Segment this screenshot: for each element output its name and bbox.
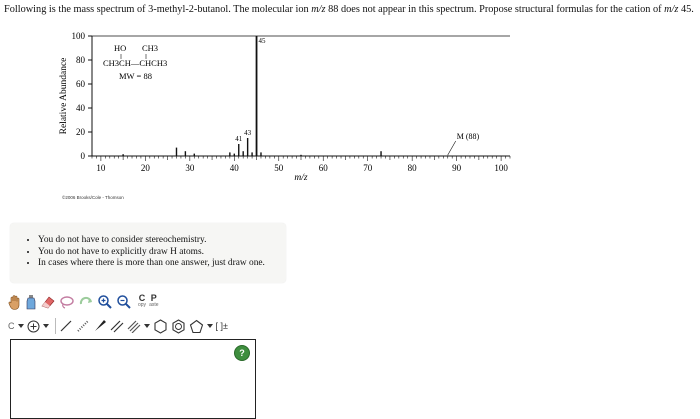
zoom-out-icon[interactable] xyxy=(116,293,132,311)
x-tick-label: 20 xyxy=(141,163,151,173)
drawing-canvas[interactable]: ? xyxy=(10,339,256,419)
eraser-icon[interactable] xyxy=(40,293,56,311)
structure-annotation: HO CH3 CH3CH—CHCH3 MW = 88 xyxy=(103,43,167,81)
x-tick-label: 70 xyxy=(363,163,373,173)
instruction-item: You do not have to consider stereochemis… xyxy=(38,235,286,247)
question-part3: 45. xyxy=(678,4,694,15)
hashed-bond-icon[interactable] xyxy=(76,317,90,335)
paste-label: aste xyxy=(149,302,159,308)
help-icon[interactable]: ? xyxy=(235,346,249,360)
instructions-box: You do not have to consider stereochemis… xyxy=(10,223,286,283)
paste-letter: P xyxy=(150,293,157,303)
x-tick-label: 30 xyxy=(185,163,195,173)
toolbar-bottom: C xyxy=(8,315,231,337)
structure-editor: C opy P aste C xyxy=(8,288,256,419)
double-bond-icon[interactable] xyxy=(110,317,124,335)
x-tick-label: 80 xyxy=(408,163,418,173)
y-tick-label: 20 xyxy=(76,127,86,137)
y-axis-label: Relative Abundance xyxy=(59,58,69,135)
instruction-item: In cases where there is more than one an… xyxy=(38,258,286,270)
structure-chain: CH3CH—CHCH3 xyxy=(103,58,167,68)
hand-tool-icon[interactable] xyxy=(8,293,22,311)
y-tick-label: 80 xyxy=(76,55,86,65)
question-mz-2: m/z xyxy=(664,4,679,15)
mass-spectrum-chart: 0 20 40 60 80 100 10 20 30 40 50 60 70 80 90 100 Relativ… xyxy=(52,28,532,201)
copy-letter: C xyxy=(138,293,146,303)
x-tick-label: 90 xyxy=(452,163,462,173)
x-tick-label: 60 xyxy=(319,163,329,173)
question-part1: Following is the mass spectrum of 3-meth… xyxy=(4,4,312,15)
x-tick-label: 100 xyxy=(494,163,508,173)
toolbar-divider xyxy=(54,318,56,334)
structure-ch3-top: CH3 xyxy=(142,43,158,53)
peak-label-41: 41 xyxy=(235,135,243,143)
question-mz-1: m/z xyxy=(311,4,326,15)
copy-label: opy xyxy=(138,302,147,308)
element-selector[interactable]: C xyxy=(8,317,15,335)
triple-bond-icon[interactable] xyxy=(127,317,141,335)
ring-dropdown-icon[interactable] xyxy=(206,317,213,335)
y-tick-label: 40 xyxy=(76,103,86,113)
question-part2: 88 does not appear in this spectrum. Pro… xyxy=(325,4,665,15)
peak-label-88: M (88) xyxy=(457,132,480,141)
lasso-icon[interactable] xyxy=(59,293,75,311)
structure-mw: MW = 88 xyxy=(119,71,152,81)
y-tick-label: 60 xyxy=(76,79,86,89)
peak-label-43: 43 xyxy=(244,129,252,137)
copy-button[interactable]: C opy xyxy=(138,293,146,311)
instruction-item: You do not have to explicitly draw H ato… xyxy=(38,247,286,259)
copyright-text: ©2006 Brooks/Cole - Thomson xyxy=(62,195,124,200)
bond-dropdown-icon[interactable] xyxy=(143,317,150,335)
molecular-ion-pointer xyxy=(447,140,457,156)
x-axis-label: m/z xyxy=(294,173,308,183)
wedge-bond-icon[interactable] xyxy=(93,317,107,335)
single-bond-icon[interactable] xyxy=(59,317,73,335)
toolbar-top: C opy P aste xyxy=(8,291,162,313)
paste-button[interactable]: P aste xyxy=(149,293,158,311)
element-label: C xyxy=(8,321,15,331)
rotate-icon[interactable] xyxy=(78,293,94,311)
structure-ho: HO xyxy=(114,43,126,53)
zoom-in-icon[interactable] xyxy=(97,293,113,311)
charge-dropdown-icon[interactable] xyxy=(42,317,49,335)
cyclohexane-icon[interactable] xyxy=(153,317,168,335)
cyclopentane-icon[interactable] xyxy=(189,317,204,335)
question-text: Following is the mass spectrum of 3-meth… xyxy=(4,3,696,16)
benzene-icon[interactable] xyxy=(171,317,186,335)
charge-plus-icon[interactable] xyxy=(27,317,40,335)
peak-label-45: 45 xyxy=(259,37,267,45)
mass-spectrum-svg: 0 20 40 60 80 100 10 20 30 40 50 60 70 80 90 100 Relativ… xyxy=(59,31,511,183)
y-tick-label: 0 xyxy=(81,151,86,161)
x-tick-label: 10 xyxy=(96,163,106,173)
bracket-button[interactable]: [ ]± xyxy=(216,317,228,335)
x-tick-label: 50 xyxy=(274,163,284,173)
y-tick-label: 100 xyxy=(72,31,86,41)
x-tick-label: 40 xyxy=(230,163,240,173)
element-dropdown-icon[interactable] xyxy=(17,317,24,335)
instructions-list: You do not have to consider stereochemis… xyxy=(10,223,286,270)
bracket-label: [ ]± xyxy=(215,321,228,331)
bottle-icon[interactable] xyxy=(25,293,37,311)
